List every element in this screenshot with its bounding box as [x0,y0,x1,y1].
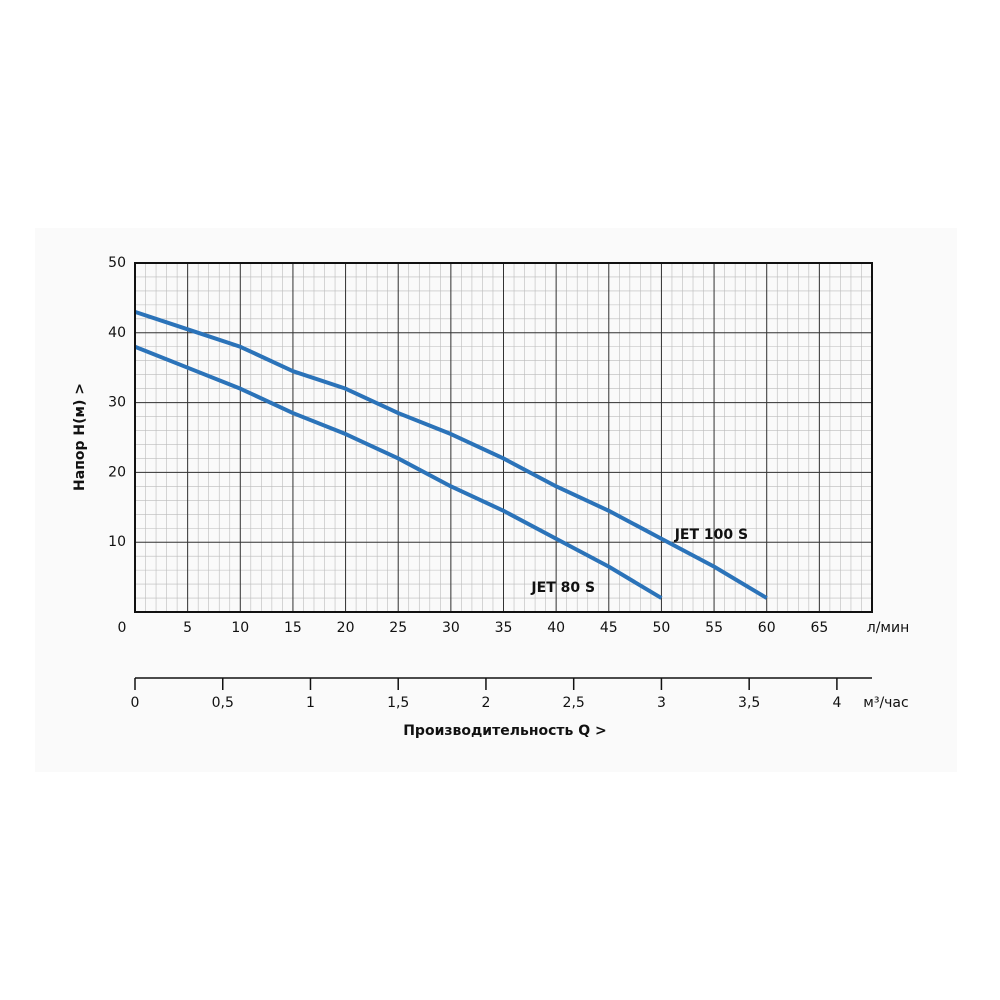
series-label: JET 100 S [674,527,748,543]
x2-tick-label: 2,5 [563,695,585,711]
x2-tick-label: 4 [832,695,841,711]
x2-tick-label: 0,5 [212,695,234,711]
x-tick-label: 10 [231,620,249,636]
x2-tick-label: 3 [657,695,666,711]
series-label: JET 80 S [530,580,595,596]
x2-tick-label: 1 [306,695,315,711]
x2-tick-label: 2 [481,695,490,711]
x-unit: л/мин [867,620,909,636]
x-tick-label: 20 [337,620,355,636]
x-tick-label: 60 [758,620,776,636]
grid [134,262,872,613]
series-line [134,309,768,600]
x2-tick-label: 1,5 [387,695,409,711]
x-tick-label: 15 [284,620,302,636]
x-tick-label: 5 [183,620,192,636]
x-tick-label: 50 [653,620,671,636]
series-line [134,344,663,600]
y-tick-label: 40 [108,325,126,341]
y-axis-title: Напор H(м) > [72,383,88,491]
x-tick-label: 65 [810,620,828,636]
x2-tick-label: 0 [131,695,140,711]
x-tick-label: 40 [547,620,565,636]
x-tick-label: 45 [600,620,618,636]
x-axis-title: Производительность Q > [403,723,607,739]
plot-frame [134,262,873,613]
x-tick-label: 25 [389,620,407,636]
y-tick-label: 20 [108,464,126,480]
x2-tick-label: 3,5 [738,695,760,711]
x-tick-label: 55 [705,620,723,636]
x2-unit: м³/час [863,695,908,711]
y-tick-label: 30 [108,395,126,411]
lines [134,309,768,600]
chart-background [35,228,957,772]
x-tick-label: 0 [118,620,127,636]
x-tick-label: 30 [442,620,460,636]
y-tick-label: 10 [108,534,126,550]
x-tick-label: 35 [495,620,513,636]
y-tick-label: 50 [108,255,126,271]
